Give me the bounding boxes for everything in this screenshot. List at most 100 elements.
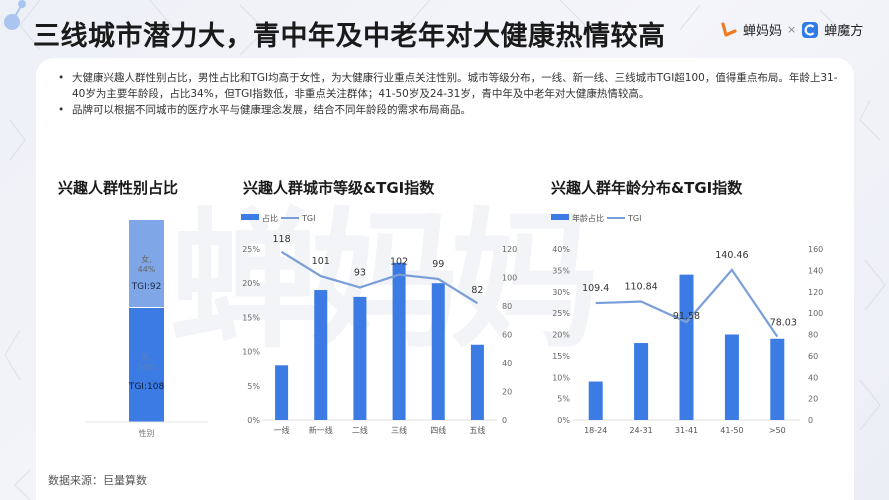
tgi-value-label: 101 bbox=[312, 256, 330, 267]
y-right-tick: 160 bbox=[808, 245, 823, 254]
x-tick: 31-41 bbox=[675, 426, 698, 435]
y-left-tick: 20% bbox=[552, 331, 570, 340]
x-tick: 新一线 bbox=[309, 425, 333, 435]
x-tick: 四线 bbox=[430, 425, 446, 435]
y-left-tick: 35% bbox=[552, 266, 570, 275]
y-right-tick: 60 bbox=[808, 352, 818, 361]
logo-chanmama-text: 蝉妈妈 bbox=[743, 24, 783, 39]
chanmofang-logo-icon bbox=[802, 21, 819, 38]
y-left-tick: 10% bbox=[242, 348, 260, 357]
summary-bullets: 大健康兴趣人群性别占比，男性占比和TGI均高于女性，为大健康行业重点关注性别。城… bbox=[56, 70, 846, 118]
age-chart-title: 兴趣人群年龄分布&TGI指数 bbox=[551, 179, 743, 197]
bar-male bbox=[129, 308, 164, 422]
female-label: 女, bbox=[141, 254, 152, 264]
y-right-tick: 20 bbox=[502, 388, 512, 397]
y-left-tick: 25% bbox=[552, 309, 570, 318]
female-tgi: TGI:92 bbox=[131, 282, 162, 292]
x-tick: 三线 bbox=[391, 425, 407, 435]
x-tick: 五线 bbox=[469, 425, 485, 435]
y-left-tick: 0% bbox=[247, 416, 260, 425]
y-right-tick: 100 bbox=[808, 309, 823, 318]
brand-logos: 蝉妈妈 × 蝉魔方 bbox=[720, 20, 863, 39]
y-left-tick: 25% bbox=[242, 245, 260, 254]
bar bbox=[770, 338, 785, 420]
x-tick: 一线 bbox=[274, 425, 290, 435]
y-left-tick: 15% bbox=[552, 352, 570, 361]
bar bbox=[470, 344, 484, 420]
x-tick: 二线 bbox=[352, 425, 368, 435]
y-right-tick: 40 bbox=[808, 373, 818, 382]
y-right-tick: 20 bbox=[808, 395, 818, 404]
y-right-tick: 0 bbox=[502, 416, 507, 425]
y-left-tick: 5% bbox=[557, 395, 570, 404]
bar bbox=[724, 334, 739, 420]
tgi-value-label: 140.46 bbox=[715, 250, 748, 261]
bar bbox=[634, 343, 649, 420]
y-left-tick: 40% bbox=[552, 245, 570, 254]
summary-bullet: 品牌可以根据不同城市的医疗水平与健康理念发展，结合不同年龄段的需求布局商品。 bbox=[56, 102, 846, 118]
bar bbox=[314, 290, 328, 420]
content-card: 大健康兴趣人群性别占比，男性占比和TGI均高于女性，为大健康行业重点关注性别。城… bbox=[36, 58, 854, 500]
y-right-tick: 120 bbox=[808, 288, 823, 297]
tgi-value-label: 99 bbox=[432, 259, 444, 270]
y-left-tick: 20% bbox=[242, 279, 260, 288]
tgi-value-label: 118 bbox=[273, 234, 291, 245]
y-right-tick: 40 bbox=[502, 359, 512, 368]
y-right-tick: 100 bbox=[502, 274, 517, 283]
y-left-tick: 10% bbox=[552, 373, 570, 382]
logo-separator: × bbox=[787, 23, 797, 36]
legend-bar-label: 年龄占比 bbox=[572, 213, 604, 223]
chanmama-logo-icon bbox=[721, 21, 737, 37]
y-left-tick: 0% bbox=[557, 416, 570, 425]
data-source: 数据来源：巨量算数 bbox=[48, 474, 147, 487]
tgi-value-label: 109.4 bbox=[582, 283, 609, 294]
gender-x-label: 性别 bbox=[139, 428, 155, 438]
y-left-tick: 5% bbox=[247, 382, 260, 391]
bar bbox=[431, 283, 445, 420]
tgi-value-label: 91.58 bbox=[673, 311, 700, 322]
y-right-tick: 80 bbox=[808, 331, 818, 340]
logo-chanmofang-text: 蝉魔方 bbox=[824, 24, 864, 39]
tgi-value-label: 78.03 bbox=[770, 318, 797, 329]
tgi-value-label: 102 bbox=[390, 257, 408, 268]
bar-female bbox=[129, 220, 164, 307]
y-right-tick: 120 bbox=[502, 245, 517, 254]
male-label: 男, bbox=[141, 353, 152, 362]
female-pct: 44% bbox=[138, 265, 156, 274]
x-tick: 41-50 bbox=[720, 426, 743, 435]
gender-chart-title: 兴趣人群性别占比 bbox=[58, 179, 179, 197]
bar bbox=[392, 262, 406, 420]
legend-line-label: TGI bbox=[627, 214, 641, 223]
male-pct: 56% bbox=[138, 363, 156, 372]
legend-bar-swatch bbox=[551, 214, 569, 220]
y-right-tick: 60 bbox=[502, 331, 512, 340]
bar bbox=[588, 381, 603, 420]
y-left-tick: 15% bbox=[242, 313, 260, 322]
legend-line-label: TGI bbox=[301, 214, 315, 223]
legend-bar-swatch bbox=[241, 214, 259, 220]
bar bbox=[275, 365, 289, 420]
legend-bar-label: 占比 bbox=[262, 213, 278, 223]
bar bbox=[679, 274, 694, 420]
summary-bullet: 大健康兴趣人群性别占比，男性占比和TGI均高于女性，为大健康行业重点关注性别。城… bbox=[56, 70, 846, 102]
tgi-value-label: 82 bbox=[471, 285, 483, 296]
tgi-line bbox=[595, 268, 779, 338]
tgi-line bbox=[281, 250, 478, 305]
y-right-tick: 140 bbox=[808, 266, 823, 275]
y-left-tick: 30% bbox=[552, 288, 570, 297]
x-tick: >50 bbox=[769, 426, 786, 435]
bar bbox=[353, 296, 367, 420]
y-right-tick: 0 bbox=[808, 416, 813, 425]
page-title: 三线城市潜力大，青中年及中老年对大健康热情较高 bbox=[33, 21, 666, 52]
x-tick: 18-24 bbox=[584, 426, 607, 435]
city-chart-title: 兴趣人群城市等级&TGI指数 bbox=[243, 179, 435, 197]
tgi-value-label: 93 bbox=[354, 267, 366, 278]
tgi-value-label: 110.84 bbox=[624, 282, 657, 293]
watermark: 蝉妈妈 bbox=[170, 195, 600, 369]
y-right-tick: 80 bbox=[502, 302, 512, 311]
male-tgi: TGI:108 bbox=[128, 382, 165, 392]
x-tick: 24-31 bbox=[629, 426, 652, 435]
